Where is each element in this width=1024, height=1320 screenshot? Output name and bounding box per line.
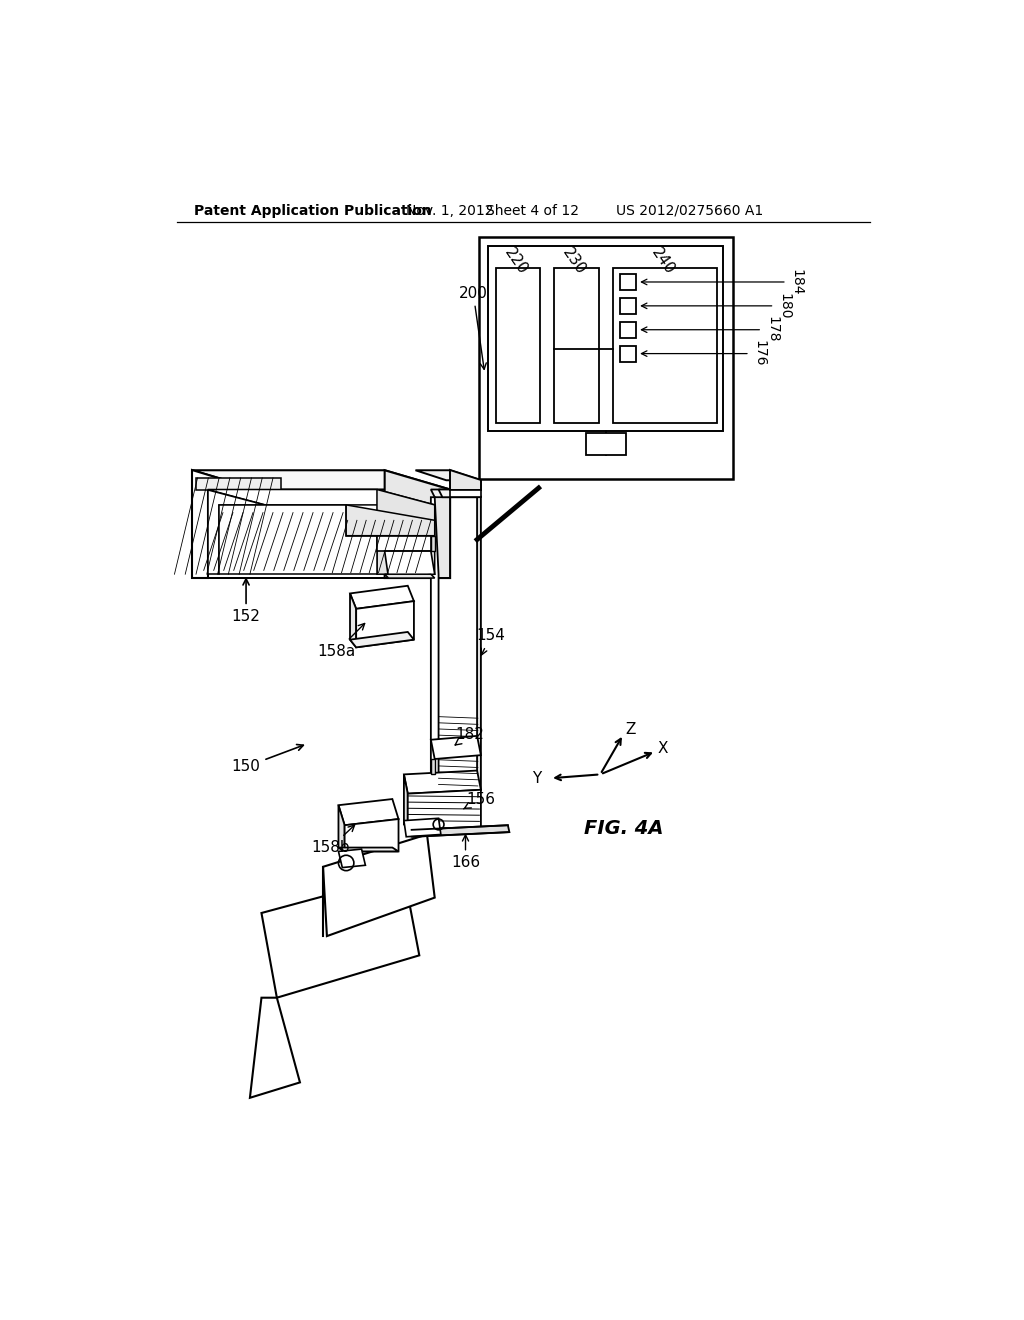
Polygon shape — [431, 490, 481, 498]
Text: 158b: 158b — [311, 825, 354, 855]
Polygon shape — [385, 574, 435, 578]
Bar — [478, 238, 733, 479]
Bar — [620, 322, 636, 338]
Polygon shape — [261, 875, 419, 998]
Polygon shape — [431, 498, 438, 789]
Polygon shape — [350, 632, 414, 647]
Text: 178: 178 — [641, 317, 779, 343]
Polygon shape — [339, 805, 345, 851]
Text: 166: 166 — [451, 836, 480, 870]
Polygon shape — [431, 536, 435, 552]
Polygon shape — [208, 490, 435, 506]
Polygon shape — [403, 771, 481, 793]
Text: Y: Y — [532, 771, 542, 785]
Text: US 2012/0275660 A1: US 2012/0275660 A1 — [615, 203, 763, 218]
Text: 182: 182 — [455, 727, 483, 744]
Polygon shape — [416, 470, 481, 480]
Text: 200: 200 — [459, 285, 487, 370]
Text: Z: Z — [625, 722, 635, 738]
Polygon shape — [346, 506, 435, 536]
Polygon shape — [323, 834, 435, 936]
Polygon shape — [219, 506, 377, 574]
Bar — [620, 346, 636, 362]
Polygon shape — [385, 470, 451, 578]
Polygon shape — [350, 586, 414, 609]
Polygon shape — [193, 470, 451, 490]
Polygon shape — [196, 478, 281, 490]
Bar — [487, 246, 724, 430]
Bar — [612, 268, 717, 424]
Polygon shape — [403, 775, 408, 829]
Polygon shape — [339, 849, 366, 867]
Text: Patent Application Publication: Patent Application Publication — [194, 203, 431, 218]
Polygon shape — [377, 490, 435, 574]
Bar — [496, 268, 541, 424]
Text: Nov. 1, 2012: Nov. 1, 2012 — [407, 203, 494, 218]
Polygon shape — [412, 825, 509, 837]
Polygon shape — [339, 799, 398, 825]
Polygon shape — [208, 490, 265, 574]
Bar — [554, 268, 599, 424]
Text: 152: 152 — [231, 579, 260, 624]
Text: 220: 220 — [501, 246, 530, 277]
Polygon shape — [377, 536, 431, 552]
Polygon shape — [477, 490, 481, 789]
Text: 230: 230 — [560, 246, 589, 277]
Polygon shape — [345, 818, 398, 851]
Polygon shape — [350, 594, 356, 647]
Polygon shape — [431, 737, 481, 759]
Text: 150: 150 — [231, 744, 303, 775]
Text: FIG. 4A: FIG. 4A — [584, 818, 664, 838]
Text: 176: 176 — [641, 341, 767, 367]
Text: 184: 184 — [641, 269, 804, 296]
Bar — [586, 433, 626, 455]
Text: 158a: 158a — [317, 623, 365, 659]
Text: X: X — [658, 742, 669, 756]
Polygon shape — [403, 818, 441, 837]
Text: 156: 156 — [464, 792, 496, 809]
Polygon shape — [451, 470, 481, 490]
Polygon shape — [431, 759, 435, 775]
Polygon shape — [408, 789, 481, 829]
Text: Sheet 4 of 12: Sheet 4 of 12 — [486, 203, 580, 218]
Polygon shape — [451, 490, 481, 498]
Polygon shape — [339, 847, 398, 851]
Text: 154: 154 — [476, 628, 506, 655]
Polygon shape — [193, 470, 258, 578]
Text: 240: 240 — [648, 246, 677, 277]
Text: 180: 180 — [641, 293, 792, 319]
Bar — [620, 275, 636, 290]
Polygon shape — [250, 998, 300, 1098]
Polygon shape — [356, 601, 414, 647]
Bar — [620, 298, 636, 314]
Polygon shape — [438, 490, 481, 498]
Polygon shape — [385, 552, 435, 578]
